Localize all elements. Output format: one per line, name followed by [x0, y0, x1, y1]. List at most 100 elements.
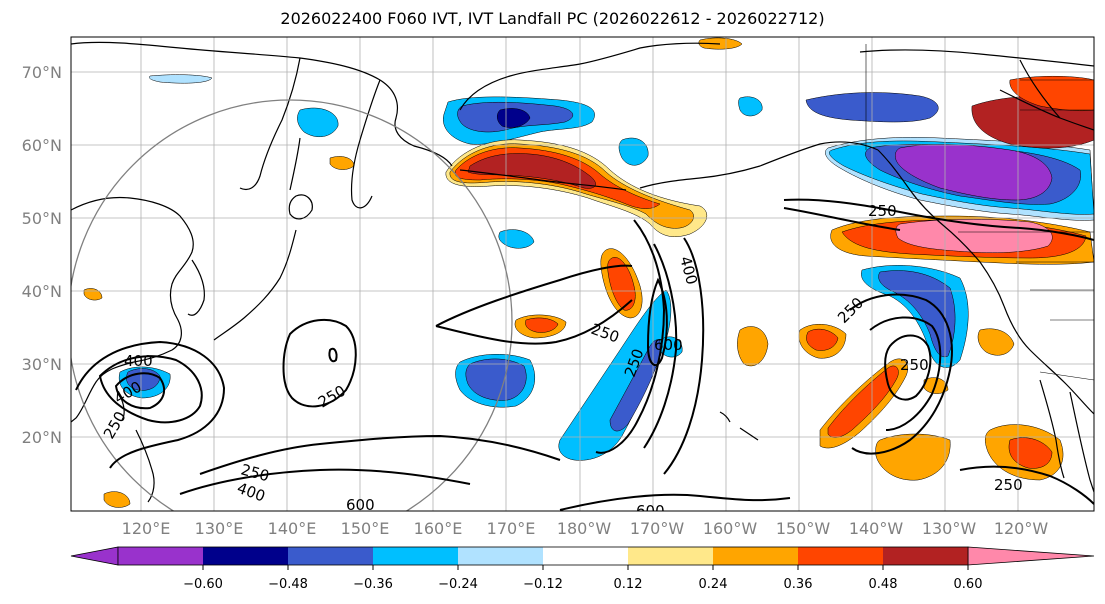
longitude-labels: 120°E 130°E 140°E 150°E 160°E 170°E 180°…	[122, 519, 1049, 538]
colorbar-tick-label: 0.12	[614, 577, 643, 592]
contour-streak-outer	[595, 219, 666, 454]
colorbar-tick-labels: −0.60 −0.48 −0.36 −0.24 −0.12 0.12 0.24 …	[183, 577, 982, 592]
shade-red-center	[607, 257, 636, 311]
colorbar-segment	[883, 547, 968, 565]
coast-kamchatka	[350, 79, 381, 209]
colorbar-segment	[628, 547, 713, 565]
lon-label: 160°W	[703, 519, 758, 538]
contour-streak-inner	[643, 243, 678, 449]
border-canada-prov	[1020, 79, 1094, 111]
coast-aleutians	[459, 169, 627, 191]
contour-250-bottom	[559, 493, 791, 511]
contour-250-asia	[75, 340, 226, 469]
colorbar-segment	[373, 547, 458, 565]
colorbar-segment	[118, 547, 203, 565]
contour-label: 600	[654, 336, 683, 354]
shade-red-s2	[1008, 437, 1053, 469]
colorbar-tick-label: 0.48	[869, 577, 898, 592]
contour-label: 600	[636, 502, 665, 520]
contour-250-central-b	[435, 299, 633, 345]
lon-label: 130°E	[195, 519, 244, 538]
shade-red-sse	[827, 365, 899, 438]
colorbar-segment	[798, 547, 883, 565]
colorbar-right-extension	[967, 546, 1095, 566]
colorbar-tick-label: −0.12	[523, 577, 563, 592]
map-plot-area: 250 400 600 250 250 400 250 400 250 400 …	[71, 37, 1094, 520]
contour-250-wpac	[282, 318, 357, 408]
contour-250-se	[849, 293, 953, 455]
lat-label: 30°N	[22, 355, 62, 374]
coast-asia-north	[71, 41, 453, 167]
coast-baja	[1039, 379, 1065, 479]
contour-400-south	[179, 468, 471, 495]
shade-cyan-n5	[498, 229, 535, 249]
coast-mexico	[1069, 391, 1094, 493]
coast-canada-arctic	[859, 49, 1094, 67]
contour-streak-right	[663, 237, 705, 475]
coast-alaska-south	[639, 141, 879, 189]
coast-philippines	[135, 429, 155, 503]
colorbar-tick-label: 0.24	[699, 577, 728, 592]
coast-hokkaido	[288, 194, 313, 220]
colorbar-segment	[458, 547, 543, 565]
contour-600-se	[884, 334, 932, 401]
shade-orange-ne	[1009, 76, 1094, 112]
colorbar-segment	[543, 547, 628, 565]
contour-label: 250	[900, 356, 929, 374]
shade-blue-blob	[465, 358, 527, 401]
lat-label: 50°N	[22, 209, 62, 228]
ivt-contours	[75, 198, 1094, 511]
lat-label: 60°N	[22, 136, 62, 155]
coast-china-east	[71, 196, 194, 423]
coast-us-west	[1003, 305, 1094, 415]
lat-label: 20°N	[22, 428, 62, 447]
contour-600-streak	[646, 277, 668, 367]
contour-400-asia	[98, 355, 203, 424]
colorbar-tick-label: 0.60	[954, 577, 983, 592]
lon-label: 140°W	[849, 519, 904, 538]
shade-red-c2	[806, 328, 839, 351]
colorbar-tick-label: −0.24	[438, 577, 478, 592]
lon-label: 140°E	[268, 519, 317, 538]
colorbar-ticks	[202, 565, 969, 570]
lon-label: 170°W	[630, 519, 685, 538]
contour-label: 250	[868, 202, 897, 220]
coast-hawaii	[719, 411, 759, 441]
lon-label: 150°W	[776, 519, 831, 538]
lon-label: 160°E	[414, 519, 463, 538]
coast-korea	[187, 259, 205, 316]
shade-navy-bering	[497, 108, 531, 128]
landfall-region-circle	[71, 99, 513, 511]
shade-orange-s1	[875, 433, 951, 481]
lon-label: 180°W	[557, 519, 612, 538]
shade-orange-c3	[737, 326, 769, 367]
contour-250-east	[783, 198, 1094, 241]
contour-250-central	[435, 264, 633, 327]
contour-400-se	[869, 316, 942, 431]
contour-label: 250	[994, 476, 1023, 494]
map-frame	[70, 36, 1095, 512]
coast-japan	[213, 229, 297, 341]
shade-cyan-n1	[297, 107, 339, 138]
latitude-labels: 70°N 60°N 50°N 40°N 30°N 20°N	[22, 63, 62, 447]
lon-label: 120°W	[994, 519, 1049, 538]
contour-600-wpac	[328, 347, 338, 363]
lat-label: 40°N	[22, 282, 62, 301]
map-title: 2026022400 F060 IVT, IVT Landfall PC (20…	[280, 9, 825, 28]
borders	[865, 44, 1094, 381]
lat-label: 70°N	[22, 63, 62, 82]
border-states-1	[1016, 261, 1094, 321]
colorbar-segment	[203, 547, 288, 565]
colorbar-left-extension	[70, 546, 119, 566]
coast-alaska-west	[459, 42, 721, 111]
shade-red-c1	[525, 317, 559, 333]
lon-label: 130°W	[922, 519, 977, 538]
shade-lblue-n4	[149, 74, 213, 84]
colorbar: −0.60 −0.48 −0.36 −0.24 −0.12 0.12 0.24 …	[70, 546, 1095, 592]
lon-label: 170°E	[487, 519, 536, 538]
shade-orange-sw	[103, 491, 131, 508]
shade-cyan-n3	[738, 96, 763, 117]
colorbar-tick-label: −0.48	[268, 577, 308, 592]
coast-sakhalin	[289, 137, 301, 191]
